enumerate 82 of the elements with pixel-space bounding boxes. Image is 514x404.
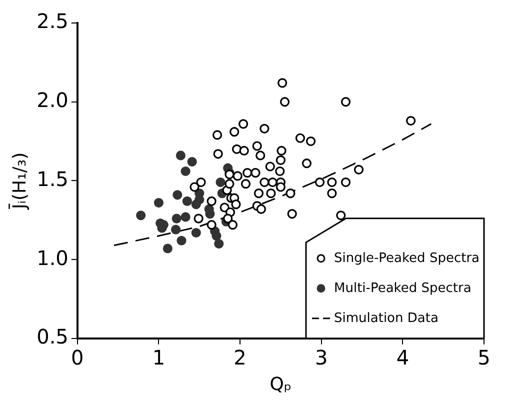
point	[256, 150, 266, 160]
point	[302, 158, 312, 168]
point	[260, 124, 270, 134]
point	[260, 177, 270, 188]
point	[306, 136, 316, 146]
point	[213, 149, 223, 159]
point	[232, 171, 242, 181]
point	[275, 166, 285, 176]
point	[250, 168, 260, 178]
point	[231, 200, 241, 210]
point	[191, 228, 201, 238]
point	[194, 214, 204, 224]
point	[228, 220, 238, 230]
point	[340, 177, 351, 188]
point	[240, 179, 251, 189]
point	[276, 182, 286, 192]
point	[205, 209, 215, 219]
point	[206, 196, 216, 206]
y-tick-label: 1.5	[36, 166, 68, 191]
point	[230, 127, 240, 137]
legend-label: Multi-Peaked Spectra	[334, 280, 472, 296]
point	[276, 146, 286, 156]
point	[223, 214, 233, 224]
point	[314, 177, 325, 188]
point	[256, 204, 266, 214]
point	[276, 155, 286, 165]
point	[190, 182, 200, 192]
point	[196, 177, 206, 188]
point	[295, 133, 306, 143]
point	[172, 214, 182, 224]
point	[340, 97, 351, 107]
point	[216, 177, 226, 188]
point	[224, 179, 234, 189]
point	[180, 212, 190, 222]
legend-label: Simulation Data	[334, 310, 438, 326]
point	[254, 188, 264, 198]
point	[206, 220, 216, 230]
point	[336, 210, 346, 220]
point	[278, 78, 288, 88]
x-tick-label: 2	[234, 346, 246, 370]
point	[154, 198, 164, 208]
point	[327, 177, 337, 188]
y-tick-label: 2.5	[36, 9, 68, 34]
point	[187, 156, 197, 167]
point	[162, 244, 172, 254]
point	[176, 150, 186, 160]
point	[214, 238, 224, 249]
x-tick-label: 5	[478, 346, 490, 370]
point	[194, 194, 204, 204]
point	[287, 209, 297, 219]
point	[242, 168, 252, 178]
point	[265, 162, 275, 172]
x-tick-label: 4	[396, 346, 410, 370]
point	[280, 97, 290, 107]
y-axis-title: J̄ᵢ(H₁/₃)	[8, 152, 30, 210]
x-axis-title: Qₚ	[270, 374, 292, 395]
point	[171, 224, 181, 234]
point	[172, 190, 182, 200]
point	[212, 231, 222, 241]
y-tick-label: 0.5	[36, 324, 68, 349]
y-tick-label: 1.0	[36, 246, 68, 270]
point	[182, 196, 192, 206]
x-tick-label: 3	[314, 346, 328, 370]
point	[232, 144, 242, 154]
point	[239, 146, 249, 156]
legend-label: Single-Peaked Spectra	[334, 250, 480, 266]
point	[268, 177, 278, 188]
x-tick-label: 1	[152, 346, 166, 370]
point	[176, 236, 186, 246]
point	[327, 188, 337, 198]
point	[212, 130, 222, 140]
point	[252, 141, 262, 151]
point	[406, 116, 416, 126]
point	[266, 188, 276, 198]
point	[136, 210, 146, 220]
point	[354, 164, 364, 174]
x-tick-label: 0	[71, 346, 84, 370]
point	[238, 119, 248, 129]
point	[180, 166, 190, 176]
point	[286, 188, 296, 198]
line-series	[113, 123, 432, 246]
y-tick-label: 2.0	[36, 88, 68, 112]
